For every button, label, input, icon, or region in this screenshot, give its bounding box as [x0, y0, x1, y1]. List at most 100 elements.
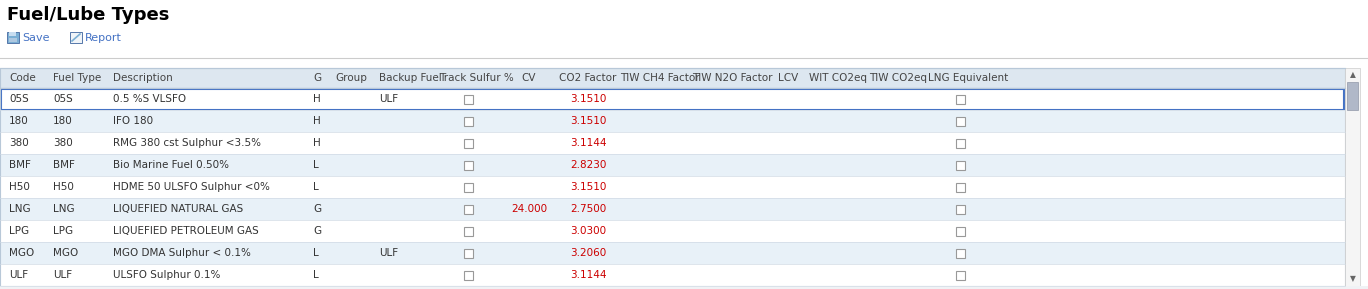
Bar — [955, 116, 964, 125]
Bar — [1347, 82, 1358, 110]
Bar — [955, 271, 964, 279]
Bar — [0, 68, 1345, 286]
Text: LPG: LPG — [10, 226, 29, 236]
Text: LPG: LPG — [53, 226, 73, 236]
Text: G: G — [313, 73, 321, 83]
Text: 380: 380 — [10, 138, 29, 148]
Text: 05S: 05S — [10, 94, 29, 104]
Bar — [0, 264, 1345, 286]
Text: 3.1510: 3.1510 — [570, 116, 606, 126]
Text: CV: CV — [521, 73, 536, 83]
Bar — [0, 198, 1345, 220]
Bar — [7, 32, 19, 43]
Bar — [0, 154, 1345, 176]
Text: ULF: ULF — [379, 248, 398, 258]
Text: 380: 380 — [53, 138, 73, 148]
Text: 3.1144: 3.1144 — [569, 138, 606, 148]
Bar — [0, 176, 1345, 198]
Bar — [464, 249, 472, 257]
Text: 05S: 05S — [53, 94, 73, 104]
Text: MGO DMA Sulphur < 0.1%: MGO DMA Sulphur < 0.1% — [114, 248, 250, 258]
Bar — [464, 160, 472, 170]
Text: Bio Marine Fuel 0.50%: Bio Marine Fuel 0.50% — [114, 160, 228, 170]
Text: LCV: LCV — [778, 73, 798, 83]
Text: Description: Description — [114, 73, 172, 83]
Bar — [0, 220, 1345, 242]
Text: ULSFO Sulphur 0.1%: ULSFO Sulphur 0.1% — [114, 270, 220, 280]
Bar — [0, 132, 1345, 154]
Bar — [10, 38, 16, 42]
Text: 3.2060: 3.2060 — [570, 248, 606, 258]
Text: BMF: BMF — [10, 160, 31, 170]
Text: LNG Equivalent: LNG Equivalent — [928, 73, 1008, 83]
Text: H50: H50 — [53, 182, 74, 192]
Text: G: G — [313, 204, 321, 214]
Text: 180: 180 — [53, 116, 73, 126]
Bar — [0, 286, 1368, 289]
Text: ULF: ULF — [53, 270, 73, 280]
Text: MGO: MGO — [10, 248, 34, 258]
Text: CO2 Factor: CO2 Factor — [560, 73, 617, 83]
Text: H: H — [313, 94, 320, 104]
Bar — [0, 68, 1345, 88]
Bar — [955, 227, 964, 236]
Text: RMG 380 cst Sulphur <3.5%: RMG 380 cst Sulphur <3.5% — [114, 138, 261, 148]
Bar — [955, 205, 964, 214]
Bar — [70, 32, 82, 43]
Text: LIQUEFIED PETROLEUM GAS: LIQUEFIED PETROLEUM GAS — [114, 226, 259, 236]
Bar — [1345, 68, 1360, 286]
Bar — [464, 205, 472, 214]
Text: G: G — [313, 226, 321, 236]
Text: L: L — [313, 182, 319, 192]
Text: L: L — [313, 270, 319, 280]
Text: 2.7500: 2.7500 — [570, 204, 606, 214]
Text: 0.5 %S VLSFO: 0.5 %S VLSFO — [114, 94, 186, 104]
Text: L: L — [313, 248, 319, 258]
Text: TIW N2O Factor: TIW N2O Factor — [692, 73, 773, 83]
Text: 3.0300: 3.0300 — [570, 226, 606, 236]
Text: Backup Fuel: Backup Fuel — [379, 73, 442, 83]
Text: HDME 50 ULSFO Sulphur <0%: HDME 50 ULSFO Sulphur <0% — [114, 182, 269, 192]
Text: Save: Save — [22, 33, 49, 43]
Text: LNG: LNG — [10, 204, 30, 214]
Text: BMF: BMF — [53, 160, 75, 170]
Text: ▼: ▼ — [1350, 275, 1356, 284]
Text: Group: Group — [335, 73, 367, 83]
Text: 2.8230: 2.8230 — [570, 160, 606, 170]
Bar — [10, 32, 16, 36]
Bar — [955, 95, 964, 103]
Bar — [955, 160, 964, 170]
Text: Report: Report — [85, 33, 122, 43]
Bar — [464, 271, 472, 279]
Text: H: H — [313, 138, 320, 148]
Text: TIW CO2eq: TIW CO2eq — [869, 73, 928, 83]
Text: Code: Code — [10, 73, 36, 83]
Text: Fuel/Lube Types: Fuel/Lube Types — [7, 6, 170, 24]
Text: H50: H50 — [10, 182, 30, 192]
Text: 3.1144: 3.1144 — [569, 270, 606, 280]
Bar — [955, 249, 964, 257]
Text: WIT CO2eq: WIT CO2eq — [808, 73, 867, 83]
Text: TIW CH4 Factor: TIW CH4 Factor — [620, 73, 700, 83]
Bar — [0, 110, 1345, 132]
Bar — [464, 138, 472, 147]
Text: IFO 180: IFO 180 — [114, 116, 153, 126]
Bar — [0, 242, 1345, 264]
Text: 24.000: 24.000 — [510, 204, 547, 214]
Bar — [464, 182, 472, 192]
Bar — [464, 227, 472, 236]
Text: 180: 180 — [10, 116, 29, 126]
Text: ULF: ULF — [379, 94, 398, 104]
Bar — [464, 95, 472, 103]
Text: 3.1510: 3.1510 — [570, 94, 606, 104]
Text: 3.1510: 3.1510 — [570, 182, 606, 192]
Text: Fuel Type: Fuel Type — [53, 73, 101, 83]
Text: MGO: MGO — [53, 248, 78, 258]
Text: ▲: ▲ — [1350, 71, 1356, 79]
Text: ULF: ULF — [10, 270, 29, 280]
Text: H: H — [313, 116, 320, 126]
Text: LIQUEFIED NATURAL GAS: LIQUEFIED NATURAL GAS — [114, 204, 244, 214]
Text: Track Sulfur %: Track Sulfur % — [439, 73, 513, 83]
Text: L: L — [313, 160, 319, 170]
Bar — [955, 138, 964, 147]
